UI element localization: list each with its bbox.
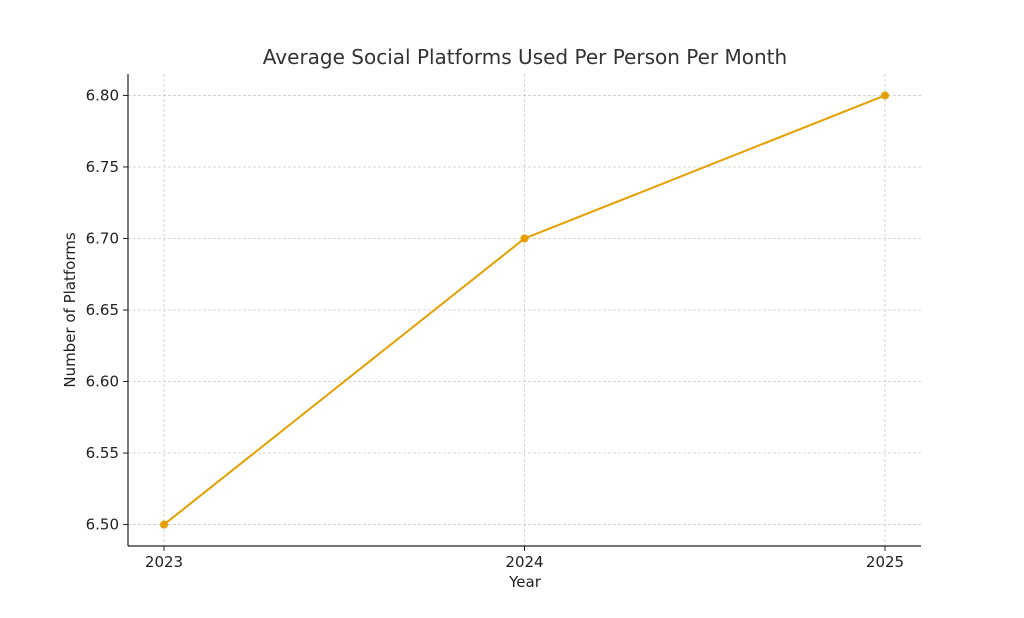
x-axis-label: Year [508, 573, 542, 591]
ticks: 6.50 6.55 6.60 6.65 6.70 6.75 6.80 2023 2024 2025 [86, 86, 905, 571]
x-tick-label: 2024 [505, 553, 543, 571]
y-axis-label: Number of Platforms [61, 232, 79, 388]
y-tick-label: 6.80 [86, 86, 119, 104]
series [160, 91, 889, 529]
y-tick-label: 6.75 [86, 158, 119, 176]
y-tick-label: 6.65 [86, 301, 119, 319]
y-tick-label: 6.55 [86, 444, 119, 462]
y-tick-label: 6.50 [86, 516, 119, 534]
y-tick-label: 6.70 [86, 229, 119, 247]
x-tick-label: 2025 [866, 553, 904, 571]
data-point [160, 520, 168, 529]
chart-title: Average Social Platforms Used Per Person… [263, 45, 787, 69]
grid [128, 74, 921, 546]
y-tick-label: 6.60 [86, 373, 119, 391]
data-point [881, 91, 889, 100]
data-point [520, 234, 529, 243]
x-tick-label: 2023 [145, 553, 183, 571]
